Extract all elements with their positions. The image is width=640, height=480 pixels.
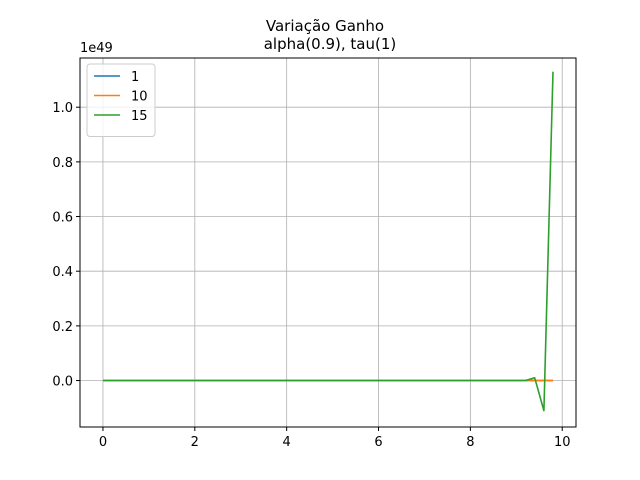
legend: 1 10 15 bbox=[86, 63, 156, 137]
legend-box bbox=[86, 63, 156, 137]
x-tick-label: 8 bbox=[466, 435, 474, 450]
chart-subtitle: alpha(0.9), tau(1) bbox=[264, 35, 397, 53]
y-tick-label: 0.8 bbox=[52, 156, 73, 171]
x-tick-label: 4 bbox=[283, 435, 291, 450]
y-tick-label: 0.0 bbox=[52, 375, 73, 390]
series-lines bbox=[103, 71, 554, 412]
x-tick-label: 2 bbox=[191, 435, 199, 450]
plot-frame bbox=[79, 57, 577, 428]
x-tick-label: 0 bbox=[99, 435, 107, 450]
y-tick-label: 1.0 bbox=[52, 101, 73, 116]
x-tick-label: 6 bbox=[374, 435, 382, 450]
legend-label-1: 1 bbox=[131, 70, 139, 85]
chart-title: Variação Ganho bbox=[266, 17, 384, 35]
x-tick-label: 10 bbox=[554, 435, 571, 450]
axis-ticks: 0 2 4 6 8 10 0.0 0.2 0.4 0.6 0.8 1.0 bbox=[52, 101, 570, 450]
legend-label-10: 10 bbox=[131, 90, 148, 105]
series-line-15 bbox=[103, 71, 554, 412]
y-offset-label: 1e49 bbox=[80, 41, 113, 56]
y-tick-label: 0.6 bbox=[52, 211, 73, 226]
y-tick-label: 0.2 bbox=[52, 320, 73, 335]
legend-label-15: 15 bbox=[131, 109, 148, 124]
y-tick-label: 0.4 bbox=[52, 265, 73, 280]
